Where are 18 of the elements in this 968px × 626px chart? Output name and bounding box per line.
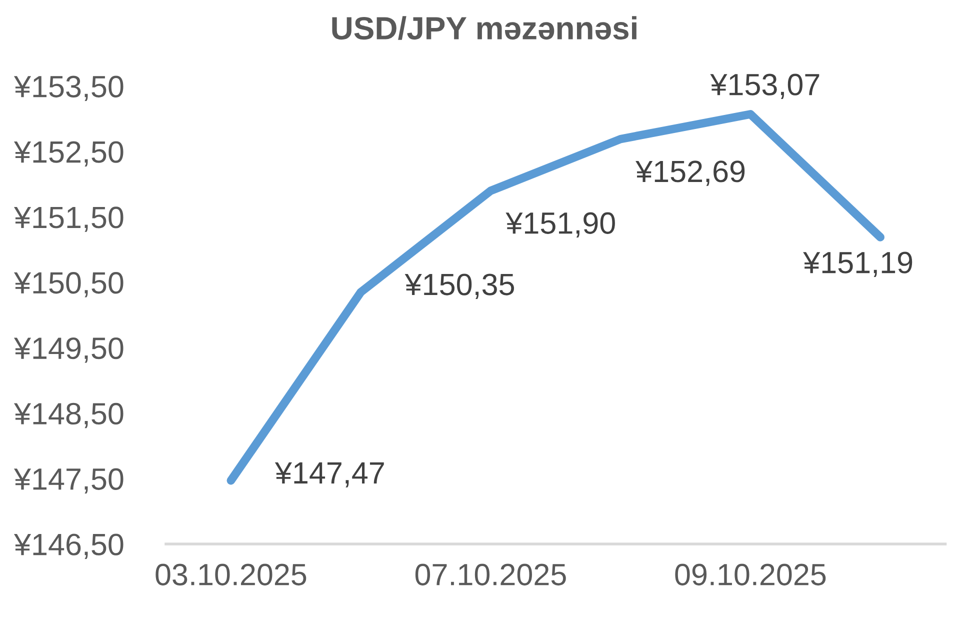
y-tick-label: ¥151,50 <box>14 206 124 232</box>
y-tick-label: ¥149,50 <box>14 337 124 363</box>
data-label: ¥151,19 <box>803 252 912 277</box>
x-tick-label: 07.10.2025 <box>415 564 566 586</box>
y-tick-label: ¥152,50 <box>14 141 124 166</box>
x-tick-label: 09.10.2025 <box>675 564 826 586</box>
data-label: ¥152,69 <box>636 160 745 186</box>
y-tick-label: ¥153,50 <box>14 76 124 102</box>
data-label: ¥153,07 <box>710 74 820 100</box>
y-tick-label: ¥150,50 <box>14 272 124 298</box>
data-label: ¥147,47 <box>274 462 384 488</box>
x-tick-label: 03.10.2025 <box>156 564 306 586</box>
y-tick-label: ¥147,50 <box>14 468 124 494</box>
y-tick-label: ¥148,50 <box>14 402 124 428</box>
chart-title: USD/JPY məzənnəsi <box>332 16 636 40</box>
data-label: ¥150,35 <box>404 274 514 299</box>
y-tick-label: ¥146,50 <box>14 534 124 559</box>
data-label: ¥151,90 <box>506 212 615 238</box>
